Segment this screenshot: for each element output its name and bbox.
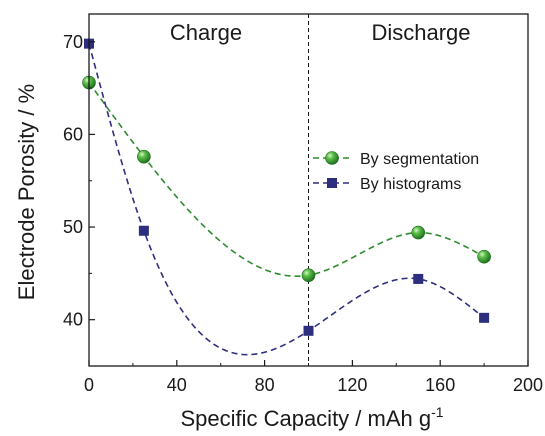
y-tick-label: 50 xyxy=(63,217,83,237)
x-tick-label: 80 xyxy=(255,375,275,395)
x-axis-title: Specific Capacity / mAh g-1 xyxy=(180,404,443,431)
data-point-segmentation xyxy=(301,268,316,283)
data-point-segmentation xyxy=(137,149,151,164)
data-point-segmentation xyxy=(411,225,426,240)
axis-ticks: 0 40 80 120 160 200 40 50 60 70 xyxy=(63,32,543,395)
data-point-histograms xyxy=(413,273,424,284)
data-point-histograms xyxy=(303,325,314,336)
x-axis-title-superscript: -1 xyxy=(431,404,444,420)
series-markers xyxy=(82,38,491,336)
y-axis-title: Electrode Porosity / % xyxy=(14,84,39,300)
legend-marker-segmentation xyxy=(325,151,339,165)
y-tick-label: 40 xyxy=(63,310,83,330)
legend-marker-histograms xyxy=(327,178,337,188)
series-line-histograms xyxy=(88,43,485,356)
data-point-histograms xyxy=(479,312,490,323)
region-label-discharge: Discharge xyxy=(371,20,470,45)
x-tick-label: 200 xyxy=(513,375,543,395)
region-label-charge: Charge xyxy=(170,20,242,45)
x-tick-label: 160 xyxy=(425,375,455,395)
y-tick-label: 60 xyxy=(63,124,83,144)
x-tick-label: 0 xyxy=(84,375,94,395)
legend-label-histograms: By histograms xyxy=(360,176,461,193)
legend-label-segmentation: By segmentation xyxy=(360,151,479,168)
x-tick-label: 40 xyxy=(167,375,187,395)
series-curves xyxy=(88,43,485,356)
data-point-histograms xyxy=(138,225,149,236)
x-axis-title-text: Specific Capacity / mAh g xyxy=(180,406,431,431)
data-point-segmentation xyxy=(477,249,491,264)
y-tick-label: 70 xyxy=(63,32,83,52)
x-tick-label: 120 xyxy=(337,375,367,395)
legend: By segmentation By histograms xyxy=(313,151,479,193)
